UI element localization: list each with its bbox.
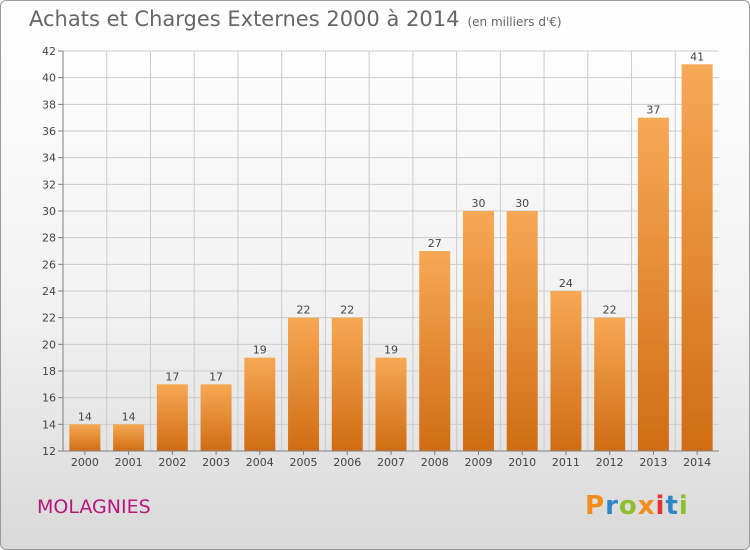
x-tick-label: 2000 [71, 456, 99, 469]
y-tick-label: 18 [42, 365, 56, 378]
bar [550, 291, 582, 451]
x-tick-label: 2011 [552, 456, 580, 469]
bar [200, 384, 232, 451]
bar-value-label: 17 [165, 370, 179, 383]
y-tick-label: 20 [42, 338, 56, 351]
x-tick-label: 2010 [508, 456, 536, 469]
chart-unit: (en milliers d'€) [467, 15, 562, 29]
bar-value-label: 27 [428, 237, 442, 250]
x-tick-label: 2003 [202, 456, 230, 469]
x-tick-label: 2002 [158, 456, 186, 469]
bar [331, 317, 363, 451]
y-tick-label: 42 [42, 45, 56, 58]
bar [506, 211, 538, 451]
x-tick-label: 2014 [683, 456, 711, 469]
bars [69, 64, 713, 452]
logo-letter: i [678, 491, 689, 521]
y-tick-label: 30 [42, 205, 56, 218]
bar [375, 357, 407, 451]
chart-title-text: Achats et Charges Externes 2000 à 2014 [29, 7, 460, 31]
x-tick-label: 2006 [333, 456, 361, 469]
bar [244, 357, 276, 451]
bar [681, 64, 713, 452]
x-tick-label: 2001 [115, 456, 143, 469]
bar-value-label: 37 [646, 104, 660, 117]
bar-value-label: 30 [515, 197, 529, 210]
bar [462, 211, 494, 451]
x-tick-label: 2008 [421, 456, 449, 469]
bar-value-label: 14 [122, 410, 136, 423]
bar [113, 424, 145, 451]
y-tick-label: 22 [42, 312, 56, 325]
bar-value-label: 22 [340, 304, 354, 317]
y-tick-label: 38 [42, 98, 56, 111]
y-tick-label: 16 [42, 392, 56, 405]
chart-title: Achats et Charges Externes 2000 à 2014 (e… [29, 7, 562, 31]
logo-letter: x [637, 491, 656, 521]
labels: 12 14 16 18 20 22 24 26 28 30 32 34 36 38 40 42 14 2000 14… [42, 45, 711, 469]
y-tick-label: 34 [42, 152, 56, 165]
bar-value-label: 19 [384, 344, 398, 357]
logo-letter: o [618, 491, 638, 521]
bar [288, 317, 320, 451]
bar-value-label: 22 [297, 304, 311, 317]
bar-value-label: 30 [471, 197, 485, 210]
x-tick-label: 2012 [596, 456, 624, 469]
bar-value-label: 22 [603, 304, 617, 317]
bar [419, 251, 451, 451]
proxiti-logo: Proxiti [585, 491, 689, 521]
y-tick-label: 40 [42, 72, 56, 85]
y-tick-label: 36 [42, 125, 56, 138]
x-tick-label: 2004 [246, 456, 274, 469]
commune-name: MOLAGNIES [37, 496, 151, 518]
bar-value-label: 14 [78, 410, 92, 423]
y-tick-label: 32 [42, 178, 56, 191]
x-tick-label: 2007 [377, 456, 405, 469]
logo-letter: t [665, 491, 679, 521]
axes [58, 50, 719, 455]
bar-value-label: 19 [253, 344, 267, 357]
y-tick-label: 28 [42, 232, 56, 245]
logo-letter: i [655, 491, 666, 521]
logo-letter: P [585, 491, 606, 521]
x-tick-label: 2009 [464, 456, 492, 469]
bar-value-label: 41 [690, 50, 704, 63]
x-tick-label: 2005 [290, 456, 318, 469]
bar [156, 384, 188, 451]
y-tick-label: 12 [42, 445, 56, 458]
bar [69, 424, 101, 451]
y-tick-label: 14 [42, 418, 56, 431]
bar [594, 317, 626, 451]
logo-letter: r [605, 491, 619, 521]
bar [637, 117, 669, 452]
bar-value-label: 17 [209, 370, 223, 383]
bar-value-label: 24 [559, 277, 573, 290]
y-tick-label: 26 [42, 258, 56, 271]
x-tick-label: 2013 [639, 456, 667, 469]
y-tick-label: 24 [42, 285, 56, 298]
